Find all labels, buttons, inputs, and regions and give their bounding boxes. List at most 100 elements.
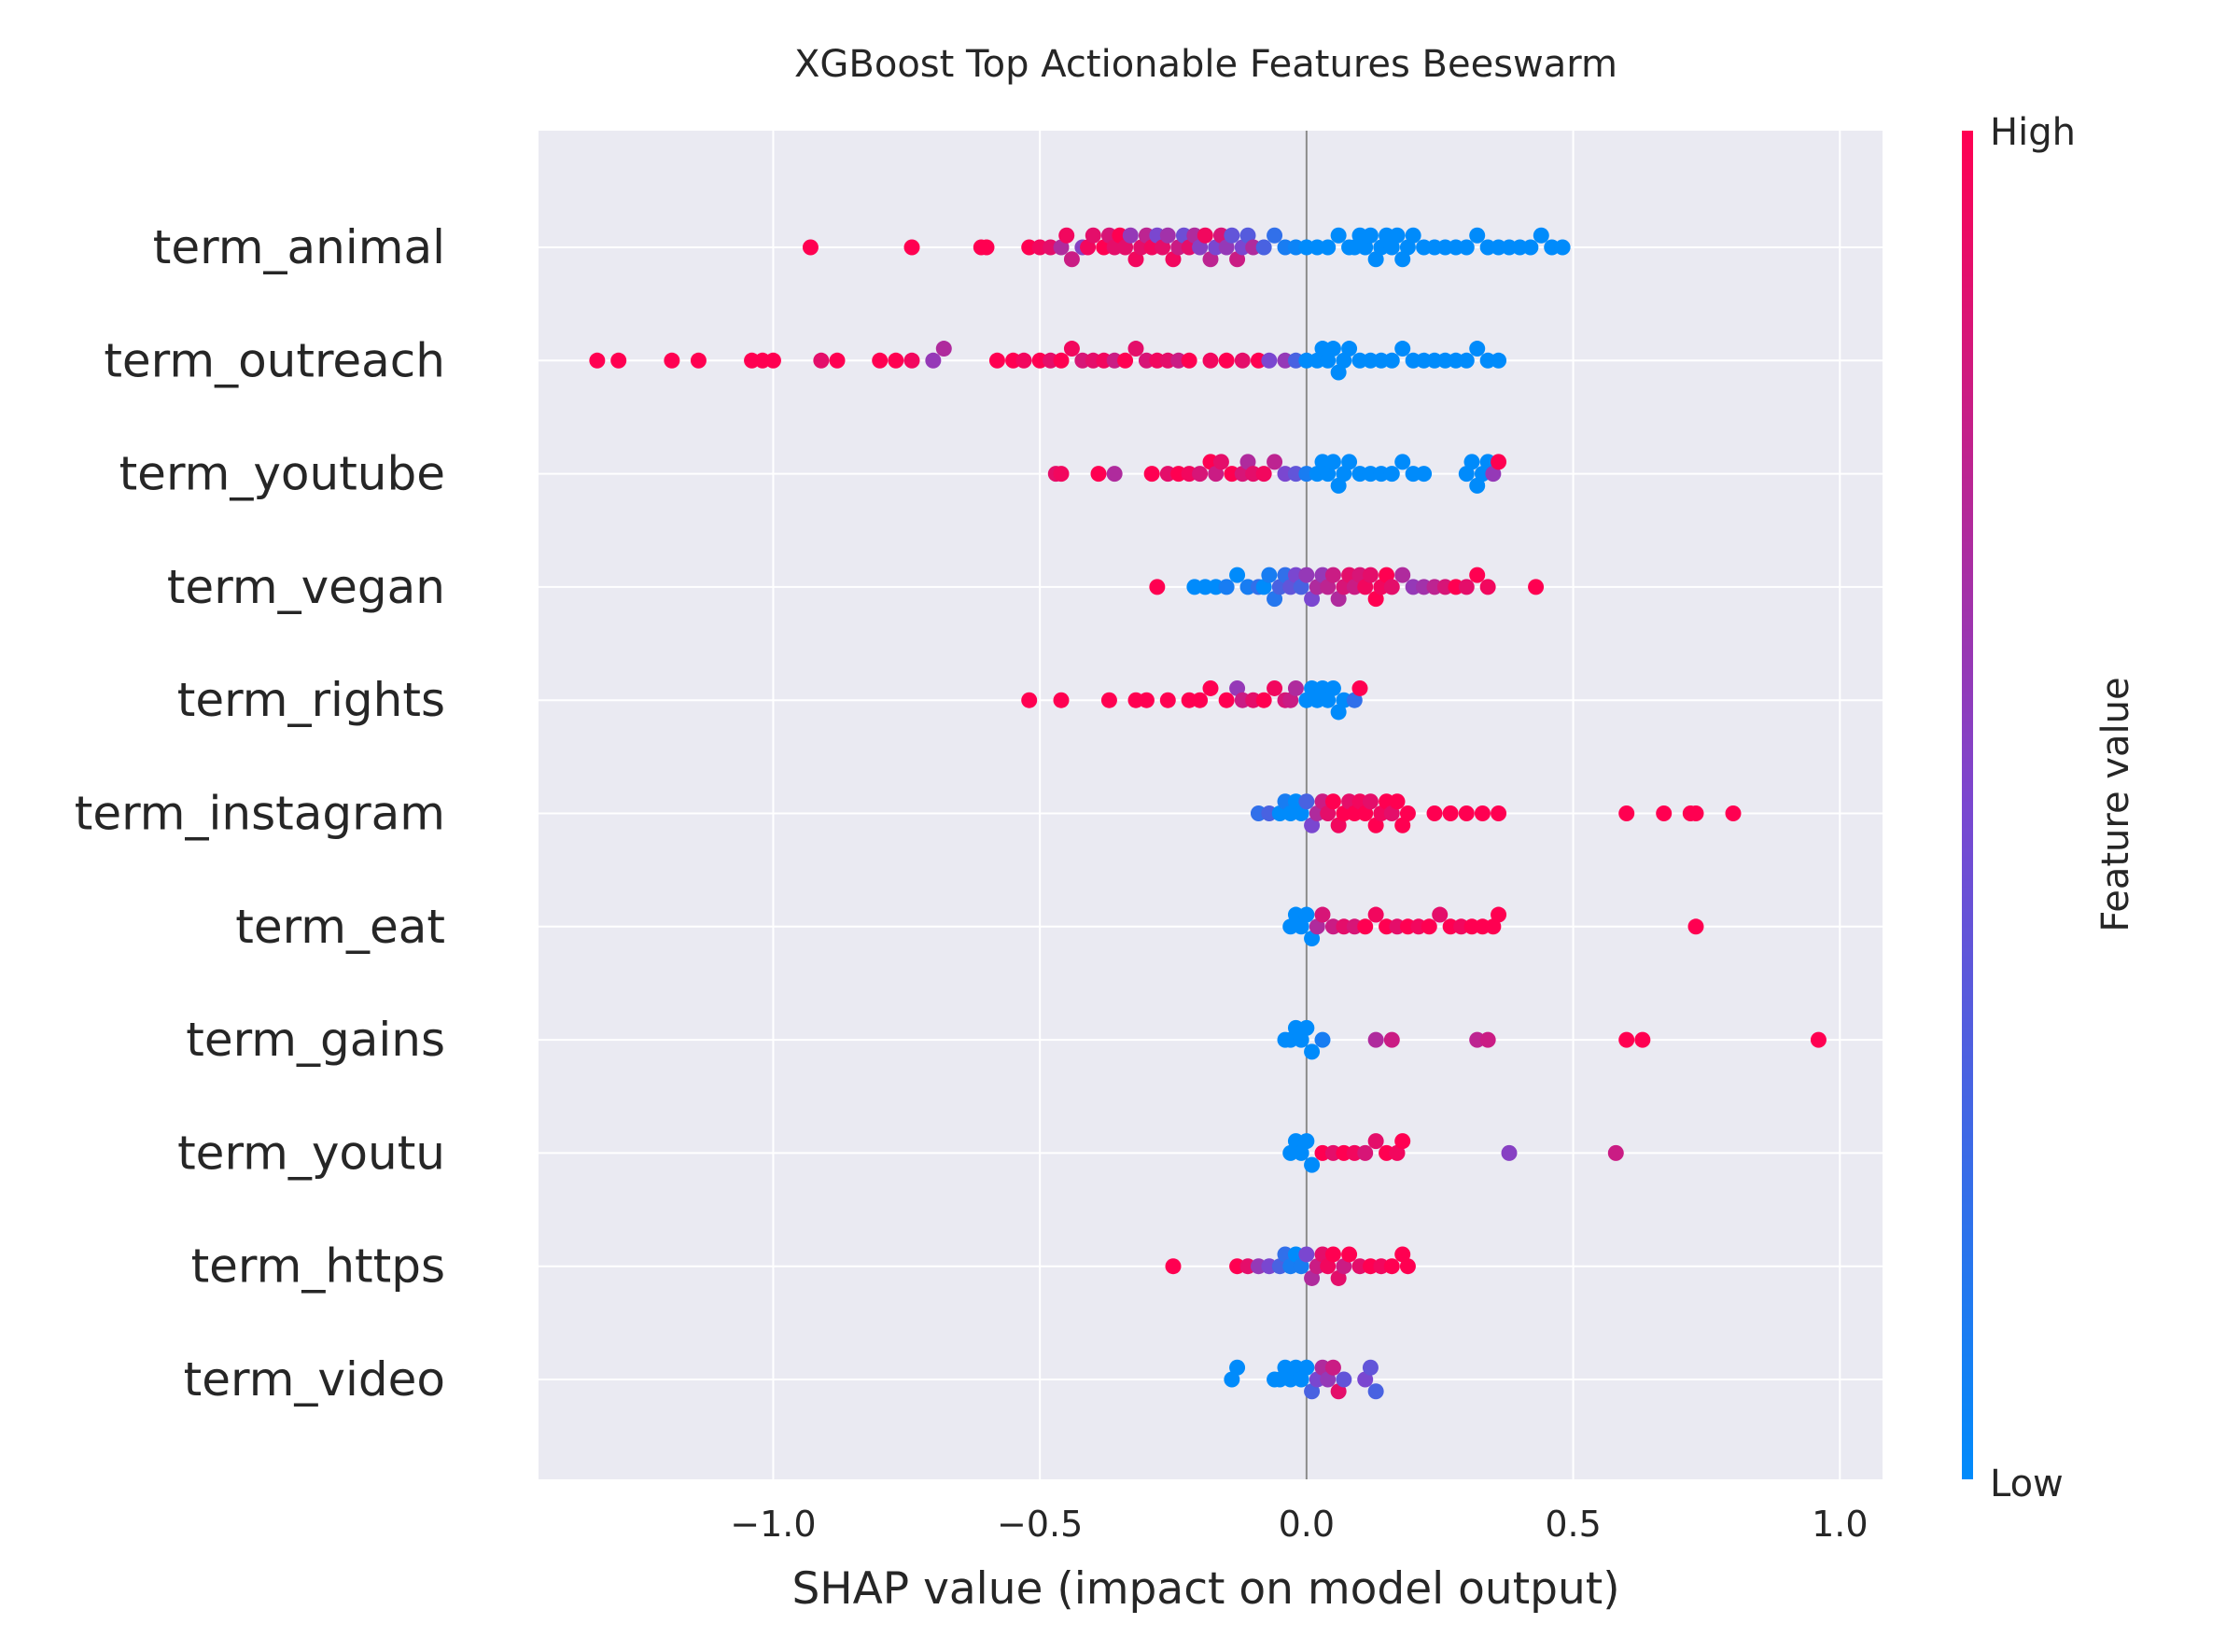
shap-point [903,239,920,256]
shap-point [1469,477,1486,494]
shap-point [1330,704,1347,721]
feature-label: term_gains [186,1013,445,1067]
shap-point [1224,227,1240,244]
shap-point [1053,692,1070,708]
shap-point [1304,591,1321,608]
shap-point [1491,454,1507,470]
shap-point [1362,227,1379,244]
shap-point [1229,567,1246,583]
shap-point [1357,579,1374,595]
shap-point [1607,1144,1624,1161]
shap-point [1117,239,1134,256]
shap-point [1218,692,1235,708]
shap-point [1106,466,1123,483]
shap-point [690,352,707,369]
shap-point [829,352,846,369]
shap-point [1330,817,1347,833]
shap-point [1320,352,1337,369]
shap-point [1442,805,1459,821]
shap-point [802,239,819,256]
shap-point [1554,239,1571,256]
shap-point [1362,1359,1379,1376]
shap-point [1383,239,1400,256]
shap-point [1383,1258,1400,1275]
shap-point [1159,227,1176,244]
shap-point [1100,692,1117,708]
shap-point [610,352,627,369]
shap-point [1394,817,1411,833]
shap-point [1687,805,1704,821]
shap-point [1218,239,1235,256]
shap-point [1320,466,1337,483]
shap-point [1379,567,1395,583]
colorbar-low-label: Low [1990,1463,2064,1505]
shap-point [1336,352,1352,369]
shap-point [1085,227,1101,244]
shap-point [1287,679,1304,696]
shap-point [1261,567,1278,583]
shap-point [1138,692,1155,708]
shap-point [1810,1031,1827,1048]
shap-point [1432,906,1449,923]
shap-point [1485,918,1502,935]
shap-point [1298,1359,1315,1376]
shap-point [1324,567,1341,583]
shap-point [1324,793,1341,810]
shap-point [1298,1246,1315,1263]
shap-point [1324,454,1341,470]
shap-point [1394,454,1411,470]
shap-point [1367,1031,1384,1048]
shap-point [1324,1359,1341,1376]
shap-point [1469,567,1486,583]
shap-point [1634,1031,1651,1048]
shap-point [1522,239,1539,256]
shap-point [1324,679,1341,696]
shap-point [1192,692,1209,708]
shap-point [1367,251,1384,268]
shap-point [1491,805,1507,821]
shap-point [1469,227,1486,244]
colorbar: High Low Feature value [1962,111,2137,1505]
shap-point [1399,805,1416,821]
shap-point [1080,239,1097,256]
shap-point [1320,1371,1337,1388]
shap-point [1687,918,1704,935]
shap-point [1416,466,1433,483]
shap-point [1458,579,1475,595]
shap-point [1053,239,1070,256]
shap-point [1127,251,1144,268]
shap-point [1234,352,1251,369]
shap-point [1320,805,1337,821]
feature-label: term_outreach [104,333,445,387]
shap-point [1324,341,1341,357]
shap-point [1304,1383,1321,1400]
shap-point [1479,1031,1496,1048]
shap-point [1458,239,1475,256]
shap-point [1320,239,1337,256]
shap-point [1394,567,1411,583]
shap-point [1357,239,1374,256]
x-tick-label: −1.0 [730,1504,816,1545]
shap-point [1491,906,1507,923]
shap-point [935,341,952,357]
shap-point [1298,906,1315,923]
shap-point [1320,692,1337,708]
shap-point [1324,1246,1341,1263]
shap-point [1053,352,1070,369]
shap-point [1229,1359,1246,1376]
shap-point [1267,679,1283,696]
shap-point [1357,1144,1374,1161]
shap-point [1367,1133,1384,1150]
x-axis-ticks: −1.0 −0.5 0.0 0.5 1.0 [730,1504,1868,1545]
shap-point [1383,352,1400,369]
shap-point [1405,227,1421,244]
shap-point [1383,579,1400,595]
shap-point [764,352,781,369]
plot-area [539,131,1883,1479]
shap-point [1314,1031,1331,1048]
shap-point [1618,1031,1635,1048]
shap-point [1122,227,1139,244]
x-axis-label: SHAP value (impact on model output) [791,1563,1619,1615]
shap-point [1165,251,1182,268]
shap-point [1218,352,1235,369]
